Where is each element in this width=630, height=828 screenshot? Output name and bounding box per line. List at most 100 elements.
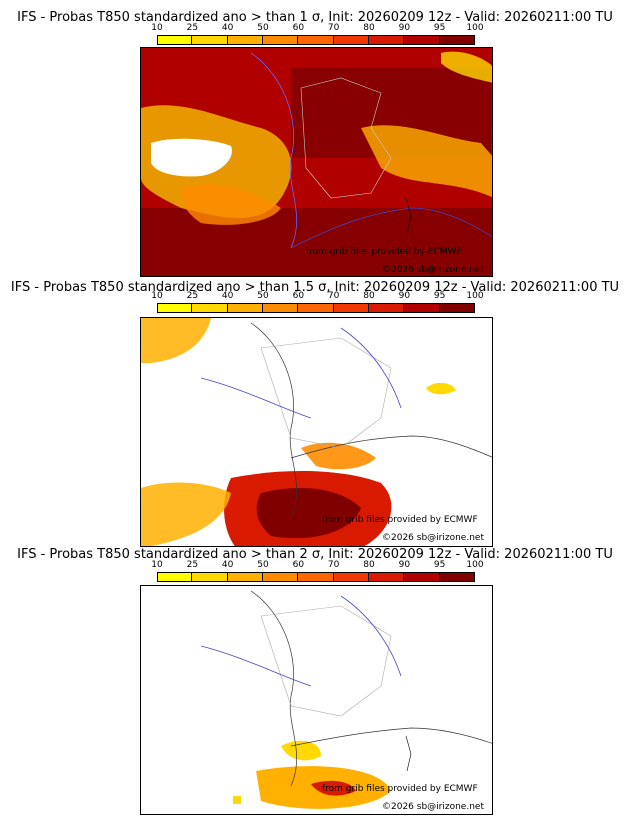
river-rhine bbox=[340, 327, 402, 409]
field-orange-pyrenees bbox=[181, 184, 281, 225]
field-low-iberia bbox=[151, 138, 232, 177]
field-gulf-lion bbox=[301, 442, 376, 470]
colorbar-frame bbox=[157, 572, 475, 582]
colorbar-segment bbox=[157, 303, 193, 313]
panel-2: IFS - Probas T850 standardized ano > tha… bbox=[0, 276, 630, 552]
colorbar-tick-label: 70 bbox=[327, 291, 340, 301]
panel-3-map: from grib files provided by ECMWF ©2026 … bbox=[140, 585, 493, 815]
panel-1-map-svg bbox=[141, 48, 492, 276]
field-northwest-patch bbox=[141, 318, 211, 363]
panel-2-copyright-credit: ©2026 sb@irizone.net bbox=[382, 533, 484, 543]
colorbar-tick-label: 80 bbox=[363, 291, 375, 301]
colorbar-frame bbox=[157, 303, 475, 313]
colorbar-tick-label: 100 bbox=[466, 560, 484, 570]
colorbar-tick-label: 60 bbox=[292, 560, 305, 570]
colorbar-segment bbox=[298, 303, 334, 313]
colorbar-tick-label: 95 bbox=[433, 291, 446, 301]
panel-2-map-svg bbox=[141, 318, 492, 546]
colorbar-segment bbox=[263, 572, 299, 582]
colorbar-tick-label: 95 bbox=[433, 560, 446, 570]
colorbar-tick-label: 40 bbox=[221, 560, 234, 570]
panel-1-colorbar: 10 25 40 50 60 70 80 90 95 100 bbox=[151, 23, 484, 45]
colorbar-segment bbox=[192, 572, 228, 582]
panel-1-map: from grib files provided by ECMWF ©2026 … bbox=[140, 47, 493, 277]
coast-south bbox=[290, 435, 492, 459]
panel-1-source-credit: from grib files provided by ECMWF bbox=[306, 247, 462, 257]
field-south-core bbox=[311, 780, 356, 796]
colorbar-segment bbox=[192, 35, 228, 45]
river-loire bbox=[200, 377, 312, 419]
colorbar-segment bbox=[192, 303, 228, 313]
field-west-spot bbox=[233, 796, 241, 804]
colorbar-tick-label: 60 bbox=[292, 291, 305, 301]
field-south-darkcore bbox=[256, 488, 361, 539]
colorbar-segment bbox=[157, 572, 193, 582]
coast-west bbox=[250, 52, 298, 249]
colorbar-segment bbox=[227, 35, 263, 45]
colorbar-segment bbox=[263, 35, 299, 45]
colorbar-segment bbox=[333, 572, 369, 582]
colorbar-segment bbox=[227, 303, 263, 313]
colorbar-segment bbox=[157, 35, 193, 45]
colorbar-tick-label: 40 bbox=[221, 23, 234, 33]
panel-3-source-credit: from grib files provided by ECMWF bbox=[322, 784, 478, 794]
colorbar-tick-label: 80 bbox=[363, 23, 375, 33]
panel-2-source-credit: from grib files provided by ECMWF bbox=[322, 515, 478, 525]
colorbar-tick-label: 60 bbox=[292, 23, 305, 33]
field-east-spot bbox=[426, 382, 456, 395]
colorbar-tick-label: 95 bbox=[433, 23, 446, 33]
colorbar-tick-label: 50 bbox=[257, 291, 269, 301]
colorbar-tick-label: 80 bbox=[363, 560, 375, 570]
field-southwest-patch bbox=[141, 482, 231, 546]
panel-2-title: IFS - Probas T850 standardized ano > tha… bbox=[10, 280, 620, 295]
colorbar-segment bbox=[333, 303, 369, 313]
colorbar-tick-label: 100 bbox=[466, 23, 484, 33]
panel-3-title: IFS - Probas T850 standardized ano > tha… bbox=[17, 547, 613, 562]
panel-3-map-svg bbox=[200, 590, 492, 809]
colorbar-segment bbox=[369, 572, 405, 582]
colorbar-frame bbox=[157, 35, 475, 45]
colorbar-segment bbox=[369, 35, 405, 45]
coast-south bbox=[290, 207, 492, 249]
colorbar-segment bbox=[227, 572, 263, 582]
borders bbox=[300, 77, 392, 199]
colorbar-tick-label: 40 bbox=[221, 291, 234, 301]
colorbar-tick-label: 10 bbox=[151, 23, 163, 33]
island-corsica bbox=[405, 197, 412, 234]
colorbar-segment bbox=[404, 35, 440, 45]
field-yellow-northeast bbox=[441, 51, 492, 83]
panel-1-copyright-credit: ©2026 sb@irizone.net bbox=[382, 265, 484, 275]
river-loire bbox=[200, 645, 312, 687]
colorbar-tick-label: 25 bbox=[186, 23, 199, 33]
colorbar-tick-label: 70 bbox=[327, 23, 340, 33]
colorbar-tick-label: 90 bbox=[398, 291, 411, 301]
colorbar-tick-label: 10 bbox=[151, 560, 163, 570]
colorbar-segment bbox=[404, 303, 440, 313]
colorbar-tick-label: 100 bbox=[466, 291, 484, 301]
colorbar-segment bbox=[298, 572, 334, 582]
panel-2-map: from grib files provided by ECMWF ©2026 … bbox=[140, 317, 493, 547]
colorbar-segment bbox=[333, 35, 369, 45]
river-rhine bbox=[340, 595, 402, 677]
colorbar-segment bbox=[404, 572, 440, 582]
colorbar-tick-label: 70 bbox=[327, 560, 340, 570]
colorbar-tick-label: 50 bbox=[257, 23, 269, 33]
panel-3-colorbar: 10 25 40 50 60 70 80 90 95 100 bbox=[151, 560, 484, 582]
panel-2-colorbar: 10 25 40 50 60 70 80 90 95 100 bbox=[151, 291, 484, 313]
colorbar-tick-label: 25 bbox=[186, 291, 199, 301]
colorbar-tick-label: 25 bbox=[186, 560, 199, 570]
borders bbox=[260, 337, 392, 449]
panel-3-copyright-credit: ©2026 sb@irizone.net bbox=[382, 802, 484, 812]
colorbar-tick-label: 50 bbox=[257, 560, 269, 570]
coast-west bbox=[250, 590, 298, 787]
coast-south bbox=[290, 727, 492, 747]
island-corsica bbox=[405, 735, 412, 772]
colorbar-segment bbox=[298, 35, 334, 45]
panel-3: IFS - Probas T850 standardized ano > tha… bbox=[0, 547, 630, 828]
colorbar-tick-label: 10 bbox=[151, 291, 163, 301]
field-orange-alps bbox=[361, 125, 492, 198]
colorbar-tick-label: 90 bbox=[398, 560, 411, 570]
panel-1-title: IFS - Probas T850 standardized ano > tha… bbox=[17, 10, 613, 25]
colorbar-tick-label: 90 bbox=[398, 23, 411, 33]
panel-1: IFS - Probas T850 standardized ano > tha… bbox=[0, 0, 630, 277]
